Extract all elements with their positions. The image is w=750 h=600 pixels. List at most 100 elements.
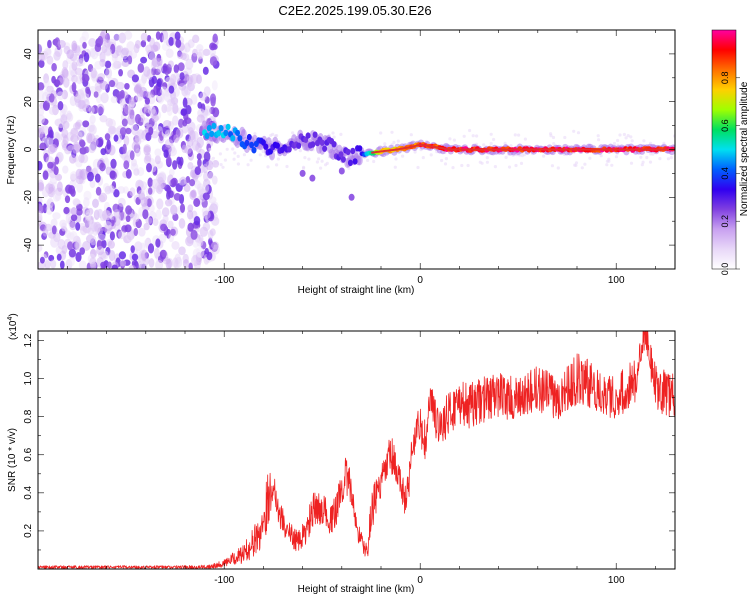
noise-blob: [76, 182, 83, 193]
signal-core: [209, 130, 215, 137]
noise-blob: [185, 58, 194, 70]
noise-blob: [104, 60, 112, 69]
colorbar: 0.0 0.2 0.4 0.6 0.8 Normalized spectral ampl…: [711, 29, 750, 275]
faint-spot: [645, 155, 649, 160]
noise-blob: [51, 63, 57, 72]
noise-blob: [164, 104, 172, 112]
figure-title: C2E2.2025.199.05.30.E26: [278, 3, 431, 18]
noise-blob: [187, 222, 194, 232]
faint-spot: [520, 154, 524, 158]
noise-blob: [125, 169, 132, 179]
noise-blob: [46, 136, 54, 147]
noise-blob: [113, 134, 119, 142]
noise-blob: [185, 175, 191, 184]
noise-blob: [140, 56, 148, 64]
noise-blob: [197, 158, 202, 168]
noise-blob: [170, 228, 176, 236]
noise-blob: [40, 125, 50, 135]
signal-halo: [356, 155, 363, 166]
faint-spot: [642, 139, 646, 143]
noise-blob: [66, 49, 74, 60]
signal-halo: [240, 129, 247, 139]
noise-blob: [44, 87, 52, 97]
snr-frame: [37, 330, 676, 570]
faint-spot: [599, 154, 603, 158]
noise-blob: [72, 198, 81, 206]
noise-blob: [128, 264, 137, 269]
snr-x-label: Height of straight line (km): [298, 584, 415, 595]
noise-blob: [160, 86, 168, 95]
noise-blob: [202, 222, 211, 232]
spectrogram-x-label: Height of straight line (km): [298, 285, 415, 296]
noise-blob: [64, 230, 72, 239]
faint-spot: [394, 157, 398, 161]
faint-spot: [208, 147, 212, 151]
noise-blob: [85, 86, 91, 94]
noise-blob: [62, 120, 70, 130]
noise-blob: [110, 158, 117, 169]
noise-blob: [202, 210, 211, 220]
noise-blob: [79, 225, 88, 236]
faint-spot: [666, 157, 671, 161]
signal-core: [286, 146, 292, 153]
signal-centerline: [371, 143, 675, 154]
noise-blob: [188, 134, 197, 143]
noise-blob: [40, 50, 49, 60]
noise-blob: [94, 60, 103, 70]
noise-blob: [115, 45, 122, 57]
noise-blob: [42, 100, 50, 111]
noise-blob: [97, 73, 106, 81]
noise-blob: [182, 53, 190, 61]
noise-blob: [56, 181, 63, 192]
noise-blob: [62, 134, 69, 146]
noise-blob: [197, 48, 205, 59]
noise-blob: [113, 189, 120, 198]
noise-blob: [66, 110, 72, 120]
faint-spot: [576, 131, 581, 135]
faint-spot: [610, 163, 614, 167]
noise-blob: [194, 166, 201, 175]
faint-spot: [624, 136, 628, 140]
noise-blob: [99, 80, 109, 91]
faint-spot: [285, 164, 289, 169]
faint-spot: [298, 149, 302, 153]
noise-blob: [154, 155, 161, 165]
signal-core: [206, 124, 212, 132]
faint-spot: [443, 162, 448, 166]
noise-blob: [161, 207, 170, 217]
faint-spot: [641, 160, 645, 164]
faint-spot: [523, 137, 528, 141]
noise-blob: [104, 47, 112, 56]
noise-blob: [55, 192, 62, 201]
faint-spot: [307, 157, 311, 161]
x-tick-label: 0: [417, 575, 423, 586]
noise-blob: [168, 146, 177, 157]
noise-blob: [70, 129, 79, 138]
noise-blob: [189, 179, 196, 187]
faint-spot: [542, 154, 546, 158]
snr-scale-prefix: (x10: [8, 320, 19, 340]
noise-blob: [52, 212, 61, 220]
x-tick-label: 100: [608, 575, 625, 586]
noise-blob: [172, 257, 179, 269]
faint-spot: [258, 153, 262, 157]
faint-spot: [236, 154, 240, 158]
noise-blob: [193, 198, 201, 207]
noise-blob: [129, 187, 136, 197]
faint-spot: [225, 147, 229, 151]
y-tick-label: 0.8: [23, 409, 34, 423]
noise-blob: [56, 91, 65, 100]
noise-blob: [133, 84, 142, 93]
snr-scale-label: (x104): [7, 313, 19, 340]
noise-blob: [172, 160, 178, 170]
noise-blob: [152, 218, 159, 226]
noise-blob: [46, 197, 54, 209]
y-tick-label: 20: [23, 96, 34, 108]
y-tick-label: 0.4: [23, 485, 34, 499]
noise-blob: [137, 189, 145, 201]
signal-core: [310, 141, 316, 148]
noise-blob: [116, 91, 124, 101]
faint-spot: [649, 152, 653, 156]
faint-spot: [519, 161, 524, 165]
noise-blob: [65, 213, 72, 224]
